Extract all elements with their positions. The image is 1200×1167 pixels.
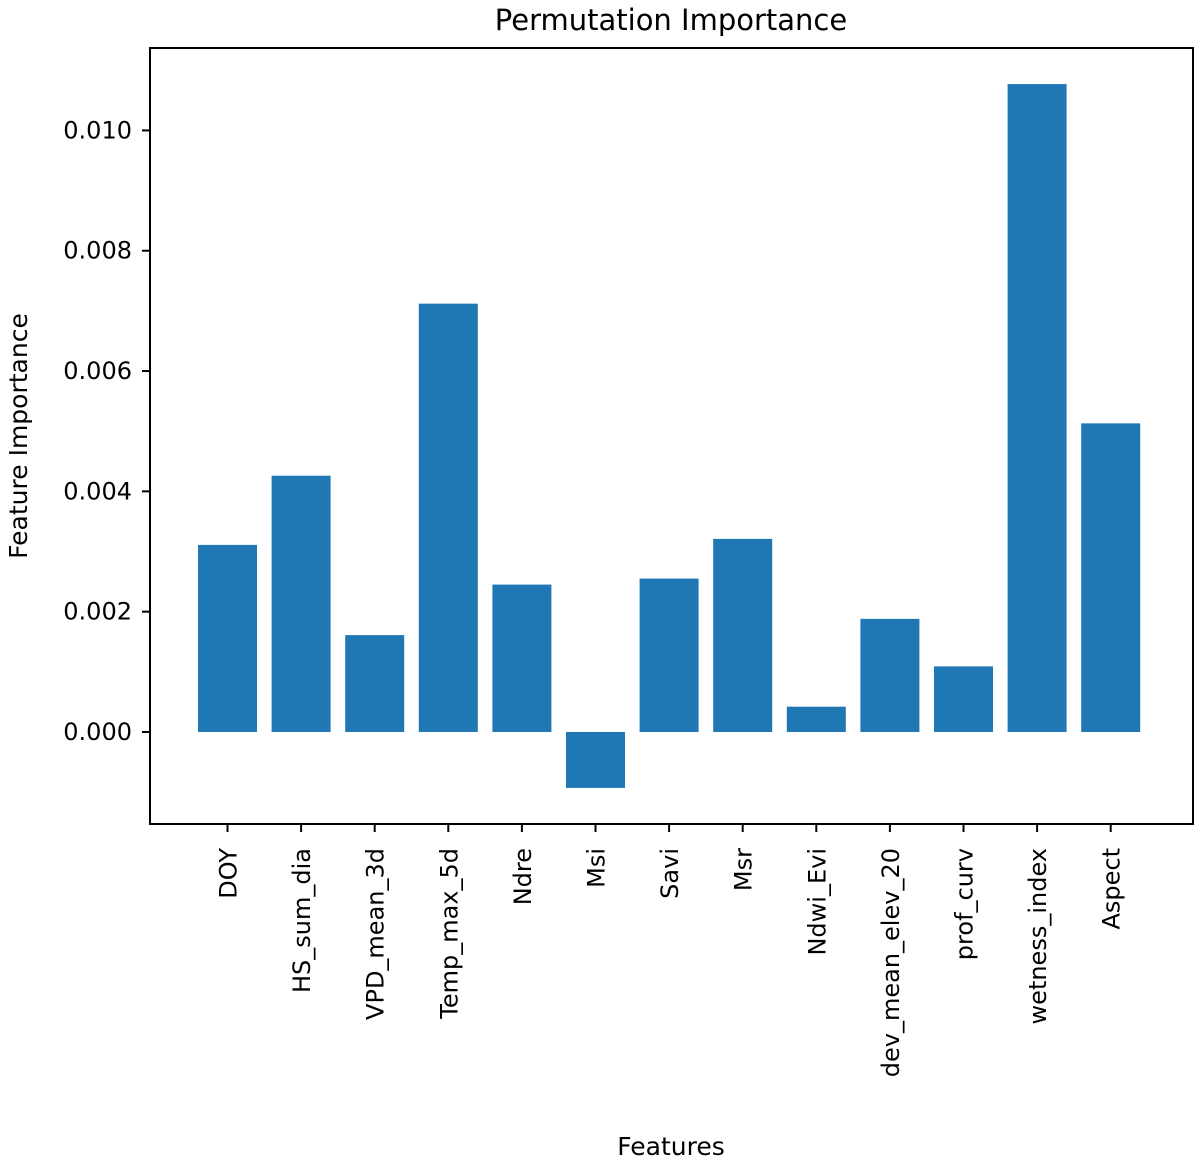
bar-dev_mean_elev_20 [860, 618, 920, 732]
x-tick-label: Savi [656, 848, 684, 899]
x-tick-label: prof_curv [951, 848, 979, 960]
chart-title: Permutation Importance [495, 3, 847, 37]
y-tick-label: 0.004 [63, 477, 132, 505]
bar-prof_curv [934, 666, 993, 732]
bar-VPD_mean_3d [345, 635, 405, 732]
plot-frame [149, 47, 1194, 825]
bar-Msi [566, 731, 625, 788]
y-tick-label: 0.000 [63, 718, 132, 746]
y-tick-label: 0.010 [63, 116, 132, 144]
x-tick-label: Ndre [509, 848, 537, 905]
y-axis-label: Feature Importance [4, 313, 33, 559]
x-tick-label: Msi [583, 848, 611, 888]
x-tick-label: HS_sum_dia [288, 848, 316, 993]
y-tick-label: 0.008 [63, 237, 132, 265]
x-tick-label: DOY [215, 848, 243, 899]
x-tick-label: Ndwi_Evi [803, 848, 831, 956]
x-tick-label: wetness_index [1024, 848, 1052, 1024]
ticks-layer: DOY HS_sum_dia VPD_mean_3d Temp_max_5d Ndre M… [63, 116, 1125, 1077]
x-tick-label: Aspect [1098, 848, 1126, 930]
bar-DOY [198, 544, 257, 732]
bar-Ndre [492, 584, 552, 732]
bar-wetness_index [1007, 84, 1067, 732]
y-tick-label: 0.002 [63, 598, 132, 626]
x-tick-label: dev_mean_elev_20 [877, 848, 905, 1077]
bar-Ndwi_Evi [786, 706, 846, 732]
bars-layer [198, 84, 1141, 788]
bar-HS_sum_dia [271, 475, 331, 732]
x-tick-label: Temp_max_5d [435, 848, 463, 1020]
y-tick-label: 0.006 [63, 357, 132, 385]
bar-Savi [639, 578, 699, 732]
x-tick-label: Msr [730, 848, 758, 891]
x-axis-label: Features [617, 1132, 725, 1161]
bar-Temp_max_5d [418, 303, 478, 732]
bar-Msr [713, 538, 773, 732]
bar-Aspect [1081, 423, 1141, 732]
x-tick-label: VPD_mean_3d [362, 848, 390, 1020]
